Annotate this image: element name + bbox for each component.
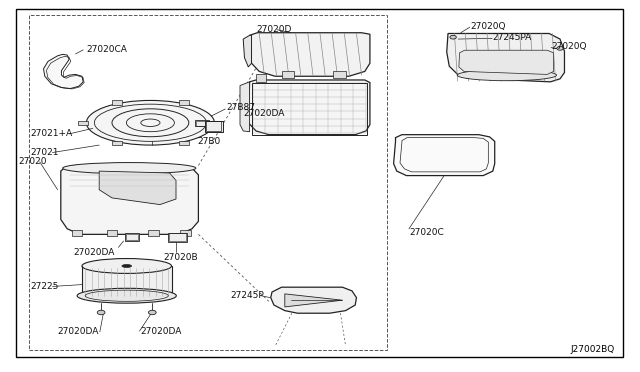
Bar	[148, 230, 159, 236]
Polygon shape	[61, 166, 198, 234]
Ellipse shape	[82, 259, 172, 273]
Text: 27020DA: 27020DA	[243, 109, 285, 118]
Bar	[333, 71, 346, 78]
Text: 27020Q: 27020Q	[552, 42, 587, 51]
Bar	[125, 233, 139, 241]
Text: 27020DA: 27020DA	[58, 327, 99, 336]
Text: 27021: 27021	[31, 148, 60, 157]
Bar	[180, 230, 191, 236]
Polygon shape	[447, 33, 564, 82]
Text: 27020: 27020	[18, 157, 47, 166]
Polygon shape	[248, 80, 370, 135]
Text: J27002BQ: J27002BQ	[570, 345, 614, 354]
Bar	[126, 234, 138, 240]
Bar	[29, 15, 387, 350]
Bar	[212, 121, 223, 125]
Text: 27020Q: 27020Q	[470, 22, 506, 31]
Ellipse shape	[77, 288, 177, 303]
Bar	[72, 230, 82, 236]
Bar	[169, 233, 186, 241]
Bar	[206, 121, 221, 131]
Bar	[256, 74, 266, 82]
Ellipse shape	[450, 35, 456, 39]
Polygon shape	[271, 287, 356, 313]
Text: 27245P: 27245P	[230, 291, 264, 300]
Polygon shape	[243, 35, 252, 67]
Bar	[179, 141, 189, 145]
Ellipse shape	[63, 163, 196, 174]
Bar	[196, 121, 208, 126]
Ellipse shape	[86, 100, 214, 145]
Bar	[195, 120, 209, 126]
Polygon shape	[82, 266, 172, 296]
Polygon shape	[285, 294, 342, 307]
Bar	[111, 100, 122, 105]
Bar	[282, 71, 294, 78]
Polygon shape	[99, 171, 176, 205]
Bar	[252, 83, 367, 135]
Text: 27B0: 27B0	[197, 137, 220, 146]
Text: 27245PA: 27245PA	[493, 33, 532, 42]
Polygon shape	[394, 135, 495, 176]
Bar	[168, 232, 187, 242]
Polygon shape	[459, 50, 554, 74]
Ellipse shape	[557, 46, 563, 50]
Ellipse shape	[97, 310, 105, 315]
Ellipse shape	[457, 70, 557, 81]
Bar	[111, 141, 122, 145]
Text: 27020DA: 27020DA	[141, 327, 182, 336]
Text: 27021+A: 27021+A	[31, 129, 73, 138]
Polygon shape	[44, 54, 83, 89]
Polygon shape	[250, 33, 370, 76]
Ellipse shape	[148, 310, 156, 315]
Text: 27020B: 27020B	[163, 253, 198, 262]
Ellipse shape	[122, 264, 132, 267]
Bar	[179, 100, 189, 105]
Text: 27020D: 27020D	[256, 25, 291, 33]
Polygon shape	[240, 82, 250, 132]
Bar	[78, 121, 88, 125]
Text: 27020CA: 27020CA	[86, 45, 127, 54]
Text: 27020DA: 27020DA	[74, 248, 115, 257]
Bar	[107, 230, 117, 236]
Text: 27020C: 27020C	[410, 228, 444, 237]
Text: 27225: 27225	[31, 282, 59, 291]
Bar	[205, 121, 223, 132]
Text: 27B87: 27B87	[226, 103, 255, 112]
